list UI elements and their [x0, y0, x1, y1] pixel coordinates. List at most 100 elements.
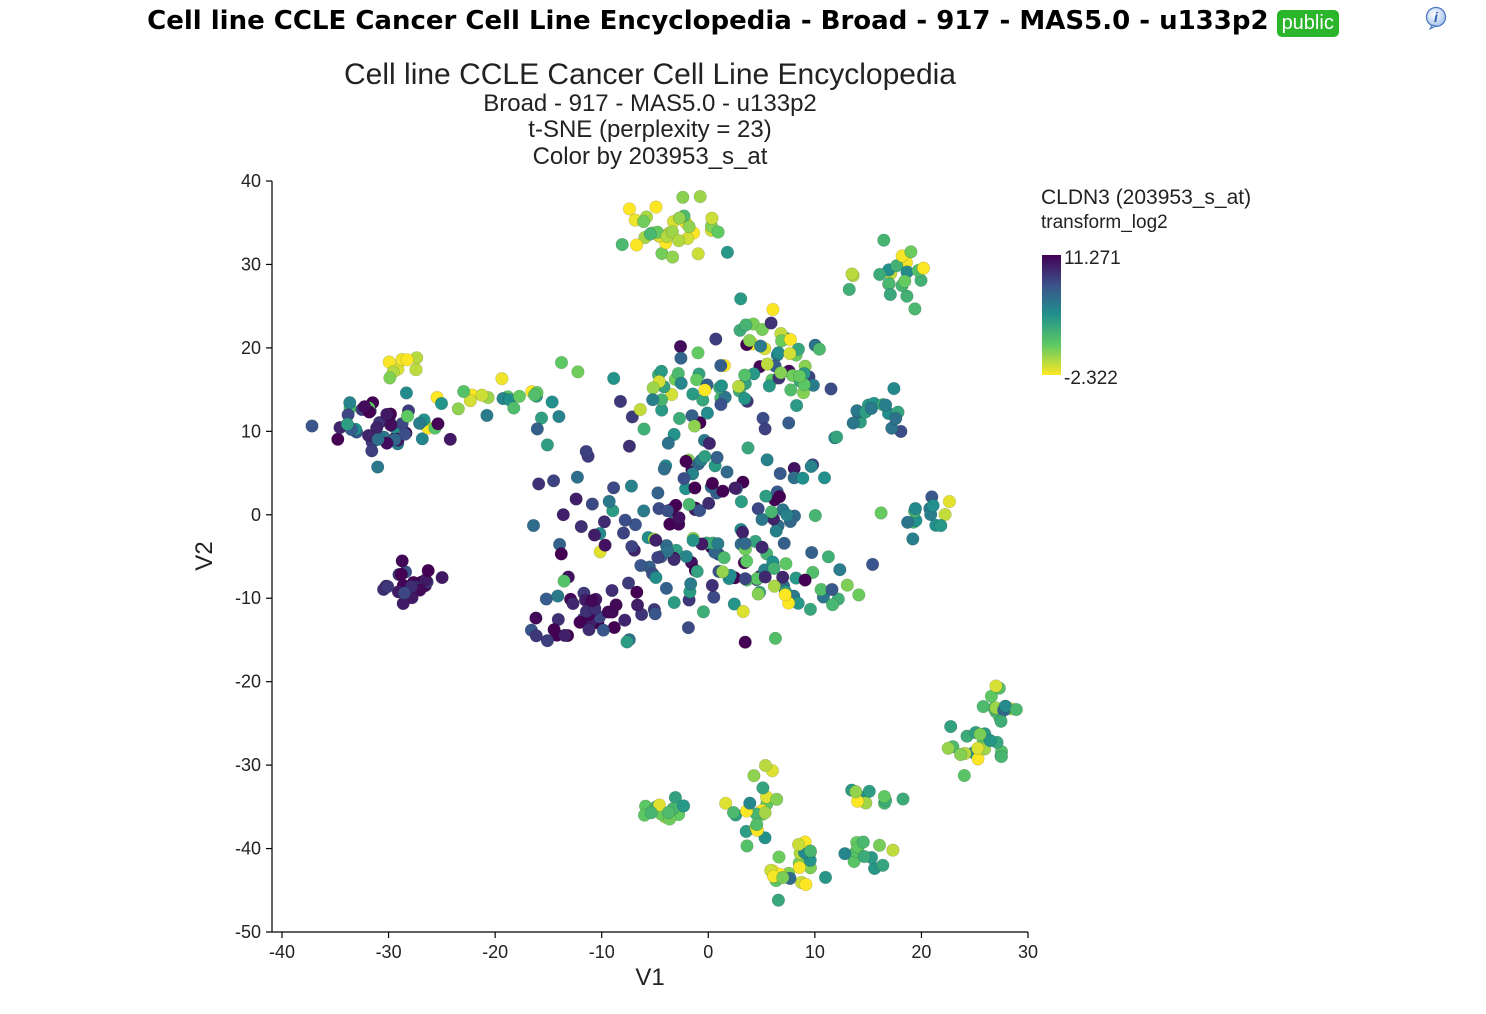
scatter-point [735, 525, 750, 539]
scatter-point [817, 471, 832, 485]
x-tick-label: -40 [269, 942, 295, 962]
scatter-point [652, 798, 667, 812]
scatter-point [882, 277, 896, 291]
scatter-point [890, 259, 904, 273]
scatter-point [569, 492, 583, 506]
y-tick-label: -30 [235, 755, 261, 775]
scatter-point [596, 623, 611, 637]
scatter-point [829, 430, 844, 444]
scatter-point [540, 438, 555, 452]
scatter-point [607, 371, 621, 386]
scatter-point [784, 383, 798, 397]
scatter-point [380, 407, 394, 422]
scatter-point [715, 565, 730, 579]
scatter-point [702, 436, 717, 451]
scatter-point [606, 481, 621, 495]
scatter-point [994, 714, 1008, 728]
colorbar-max-label: 11.271 [1064, 248, 1121, 269]
y-tick-label: -40 [235, 839, 261, 859]
scatter-point [714, 397, 728, 412]
scatter-point [616, 526, 631, 540]
scatter-point [756, 781, 770, 795]
scatter-point [852, 588, 866, 602]
scatter-point [711, 225, 725, 239]
scatter-point [673, 339, 688, 354]
scatter-point [876, 858, 890, 872]
scatter-point [696, 605, 711, 619]
scatter-point [672, 211, 687, 225]
scatter-point [728, 481, 742, 495]
scatter-point [700, 406, 715, 420]
scatter-point [551, 589, 565, 603]
scatter-point [682, 497, 696, 512]
scatter-point [529, 611, 543, 625]
scatter-point [805, 545, 819, 560]
scatter-point [705, 578, 719, 593]
scatter-point [540, 634, 555, 648]
y-tick-label: 40 [241, 171, 261, 191]
scatter-point [771, 346, 786, 360]
scatter-point [571, 365, 585, 379]
scatter-point [618, 613, 632, 627]
scatter-point [738, 392, 752, 406]
scatter-point [944, 719, 958, 734]
scatter-point [607, 620, 621, 635]
scatter-point [734, 292, 748, 306]
legend-subtitle: transform_log2 [1041, 212, 1168, 233]
scatter-point [691, 247, 705, 261]
y-axis-label: V2 [191, 541, 218, 570]
scatter-point [759, 489, 773, 503]
scatter-point [821, 550, 836, 564]
scatter-point [916, 261, 931, 275]
scatter-point [711, 537, 725, 551]
scatter-point [698, 383, 712, 397]
scatter-point [665, 250, 680, 264]
scatter-point [305, 419, 319, 433]
scatter-point [371, 432, 385, 447]
scatter-point [690, 564, 704, 579]
scatter-point [532, 477, 546, 491]
scatter-point [758, 758, 773, 773]
scatter-point [636, 214, 651, 229]
public-badge[interactable]: public [1276, 9, 1339, 37]
scatter-point [381, 579, 395, 594]
scatter-point [644, 806, 658, 820]
scatter-point [686, 387, 700, 401]
chart-title: Cell line CCLE Cancer Cell Line Encyclop… [344, 58, 956, 91]
scatter-point [622, 202, 637, 216]
scatter-point [622, 439, 637, 453]
scatter-point [973, 727, 987, 741]
scatter-point [709, 332, 723, 346]
scatter-point [842, 282, 856, 297]
scatter-point [957, 768, 971, 783]
scatter-point [530, 422, 544, 436]
scatter-point [776, 570, 790, 584]
scatter-point [971, 741, 985, 755]
scatter-point [681, 621, 696, 635]
scatter-point [651, 486, 665, 500]
scatter-point [546, 474, 561, 488]
scatter-point [926, 499, 940, 513]
scatter-point [343, 396, 357, 410]
scatter-point [686, 533, 700, 548]
scatter-point [804, 459, 818, 474]
scatter-point [331, 432, 345, 446]
page-title: Cell line CCLE Cancer Cell Line Encyclop… [147, 6, 1269, 36]
scatter-point [738, 536, 752, 551]
scatter-point [495, 372, 509, 386]
scatter-point [825, 598, 840, 612]
scatter-point [679, 549, 694, 564]
scatter-point [475, 388, 489, 402]
scatter-point [877, 233, 891, 247]
scatter-point [676, 799, 691, 813]
scatter-point [657, 462, 671, 476]
scatter-point [633, 403, 647, 417]
scatter-point [755, 322, 769, 337]
scatter-point [747, 769, 761, 783]
scatter-point [710, 450, 724, 465]
info-icon[interactable]: i [1424, 6, 1448, 30]
scatter-point [698, 450, 712, 464]
scatter-point [772, 490, 787, 504]
scatter-point [736, 604, 750, 619]
